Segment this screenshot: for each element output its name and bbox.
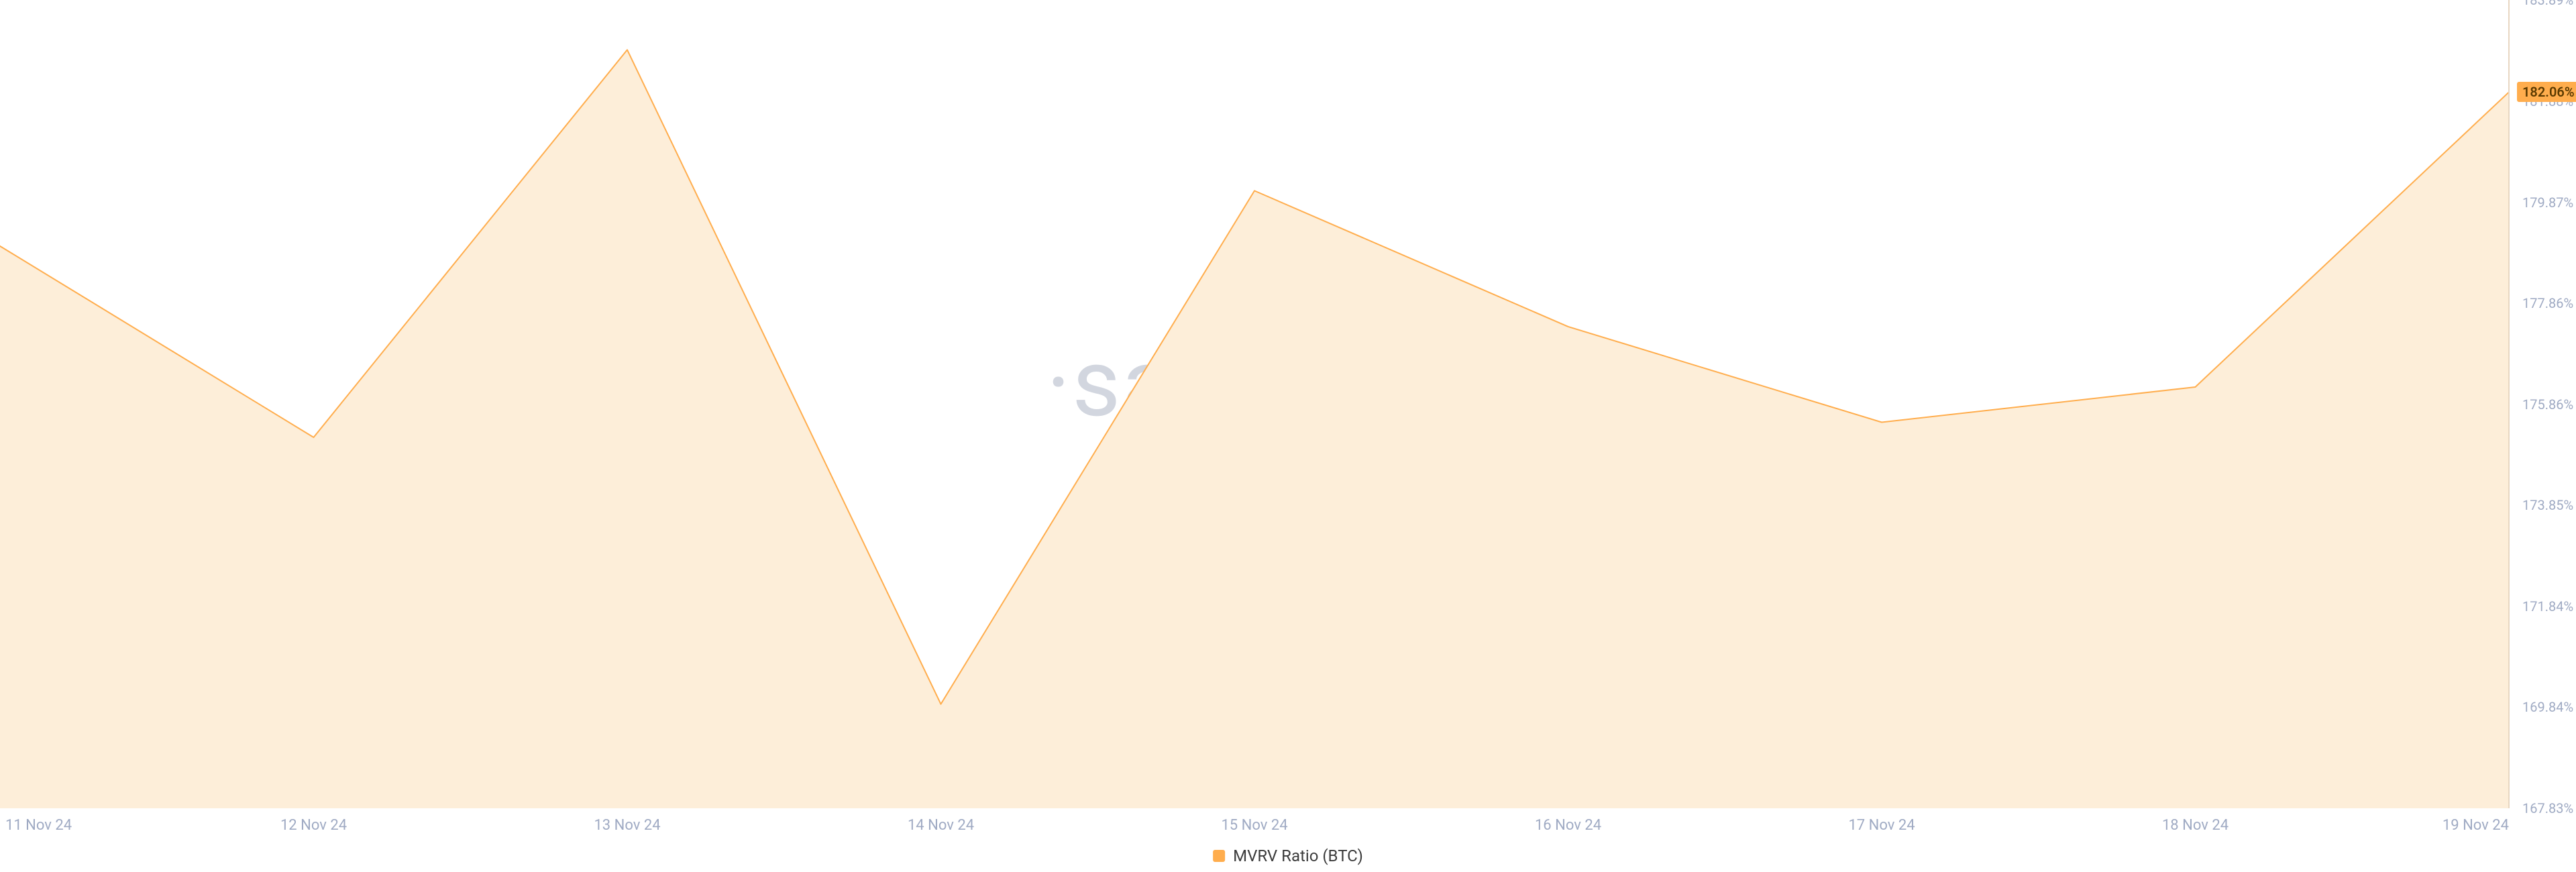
- x-tick-label: 13 Nov 24: [594, 817, 660, 834]
- x-tick-label: 14 Nov 24: [908, 817, 974, 834]
- x-tick-label: 19 Nov 24: [2443, 817, 2509, 834]
- x-tick-label: 16 Nov 24: [1535, 817, 1601, 834]
- series-area: [0, 50, 2509, 808]
- y-tick-label: 179.87%: [2522, 195, 2573, 211]
- chart-svg: [0, 0, 2576, 872]
- x-tick-label: 15 Nov 24: [1221, 817, 1287, 834]
- y-tick-label: 177.86%: [2522, 295, 2573, 311]
- y-tick-label: 171.84%: [2522, 598, 2573, 614]
- x-tick-label: 11 Nov 24: [5, 817, 72, 834]
- legend-swatch-icon: [1213, 850, 1225, 862]
- y-tick-label: 169.84%: [2522, 699, 2573, 715]
- mvrv-chart: ·santiment· 11 Nov 2412 Nov 2413 Nov 241…: [0, 0, 2576, 872]
- y-tick-label: 183.89%: [2522, 0, 2573, 8]
- x-tick-label: 18 Nov 24: [2162, 817, 2229, 834]
- x-tick-label: 17 Nov 24: [1848, 817, 1915, 834]
- y-tick-label: 173.85%: [2522, 497, 2573, 513]
- x-tick-label: 12 Nov 24: [280, 817, 347, 834]
- chart-legend: MVRV Ratio (BTC): [1213, 847, 1363, 865]
- y-tick-label: 175.86%: [2522, 396, 2573, 413]
- legend-label: MVRV Ratio (BTC): [1233, 847, 1363, 865]
- current-value-badge: 182.06%: [2517, 82, 2576, 102]
- y-tick-label: 167.83%: [2522, 800, 2573, 816]
